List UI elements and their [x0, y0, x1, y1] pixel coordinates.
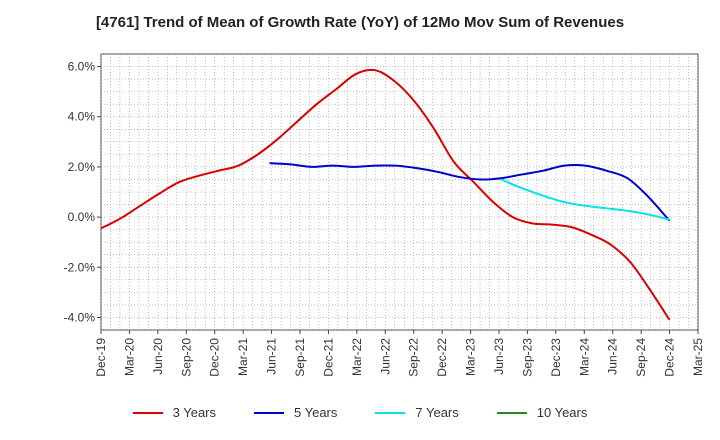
series-lines	[100, 68, 671, 321]
x-tick-label: Mar-25	[691, 338, 705, 376]
legend-item-10-years: 10 Years	[496, 405, 588, 420]
x-tick-label: Jun-23	[492, 338, 506, 375]
x-tick-label: Sep-23	[520, 338, 534, 377]
series-line-5-years	[269, 162, 671, 222]
legend-item-3-years: 3 Years	[132, 405, 216, 420]
y-tick-label: 0.0%	[68, 210, 96, 224]
x-tick-label: Mar-20	[122, 338, 136, 376]
legend-swatch-5-years	[254, 411, 284, 414]
legend-swatch-7-years	[375, 411, 406, 414]
legend-label-3-years: 3 Years	[172, 405, 216, 420]
x-tick-label: Jun-20	[151, 338, 165, 375]
x-tick-label: Mar-21	[236, 338, 250, 376]
x-tick-label: Jun-24	[606, 338, 620, 375]
x-tick-label: Sep-21	[293, 338, 307, 377]
x-tick-label: Jun-21	[265, 338, 279, 375]
axis-labels: 6.0% 4.0% 2.0% 0.0% -2.0% -4.0% Dec-19 Mar-20 Ju…	[64, 60, 705, 377]
y-tick-label: -2.0%	[64, 260, 96, 274]
x-tick-label: Dec-24	[663, 338, 677, 377]
chart-title: [4761] Trend of Mean of Growth Rate (YoY…	[95, 14, 625, 31]
x-tick-label: Mar-23	[464, 338, 478, 376]
legend-label-5-years: 5 Years	[294, 405, 338, 420]
legend-label-7-years: 7 Years	[415, 405, 459, 420]
x-tick-label: Dec-23	[549, 338, 563, 377]
series-line-7-years	[500, 178, 670, 221]
x-tick-label: Sep-22	[407, 338, 421, 377]
legend: 3 Years 5 Years 7 Years 10 Years	[0, 405, 720, 420]
y-tick-label: 2.0%	[68, 160, 96, 174]
y-tick-label: 4.0%	[68, 110, 96, 124]
x-tick-label: Dec-20	[208, 338, 222, 377]
legend-label-10-years: 10 Years	[536, 405, 588, 420]
x-tick-label: Sep-24	[634, 338, 648, 377]
y-tick-label: 6.0%	[68, 60, 96, 74]
x-tick-label: Sep-20	[179, 338, 193, 377]
legend-item-5-years: 5 Years	[254, 405, 337, 420]
y-tick-label: -4.0%	[64, 310, 96, 324]
grid-lines	[100, 53, 699, 331]
x-tick-label: Mar-22	[350, 338, 364, 376]
series-line-3-years	[100, 68, 671, 321]
legend-item-7-years: 7 Years	[375, 405, 459, 420]
x-tick-label: Dec-19	[94, 338, 108, 377]
x-tick-label: Mar-24	[577, 338, 591, 376]
legend-swatch-3-years	[132, 411, 163, 414]
x-tick-label: Dec-21	[321, 338, 335, 377]
x-tick-label: Dec-22	[435, 338, 449, 377]
x-tick-label: Jun-22	[378, 338, 392, 375]
legend-swatch-10-years	[496, 411, 527, 414]
